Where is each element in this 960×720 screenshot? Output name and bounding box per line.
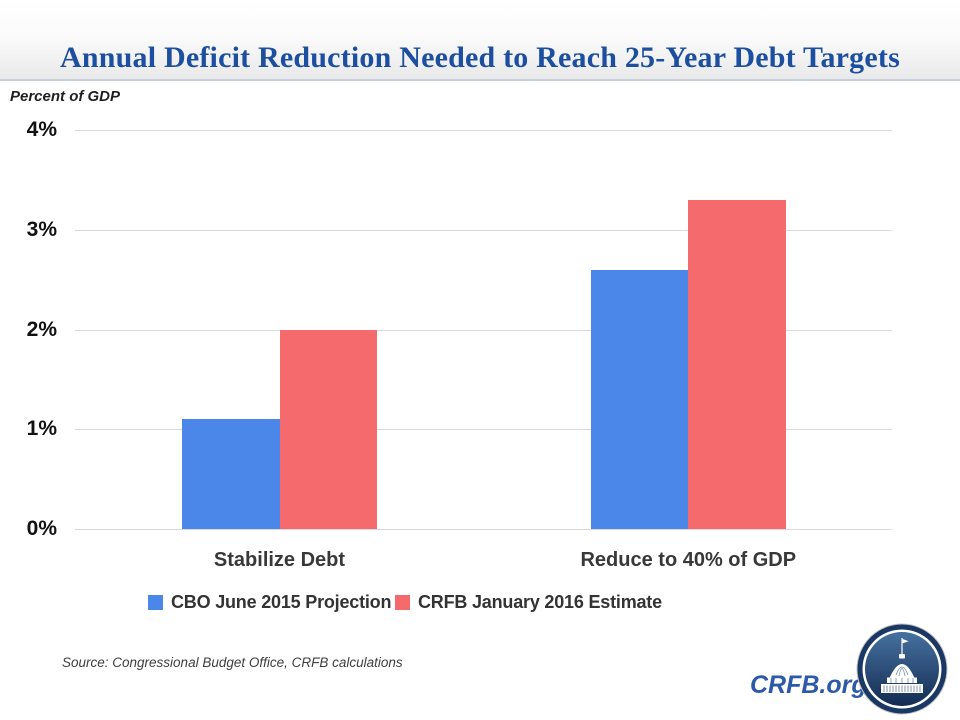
gridline bbox=[75, 529, 892, 530]
y-axis-tick-label: 0% bbox=[26, 517, 57, 540]
x-category-label: Stabilize Debt bbox=[213, 549, 346, 571]
y-axis-title: Percent of GDP bbox=[10, 88, 121, 105]
page-title: Annual Deficit Reduction Needed to Reach… bbox=[60, 41, 900, 74]
legend-item: CRFB January 2016 Estimate bbox=[395, 592, 662, 613]
y-axis-tick-label: 2% bbox=[26, 317, 57, 341]
legend-label: CBO June 2015 Projection bbox=[171, 592, 392, 612]
capitol-building-icon bbox=[856, 623, 948, 715]
bar-crfb-1 bbox=[279, 329, 377, 529]
bar-cbo-2 bbox=[590, 269, 689, 529]
y-axis-tick-label: 3% bbox=[26, 217, 57, 241]
legend-item: CBO June 2015 Projection bbox=[148, 592, 391, 613]
y-axis-tick-label: 1% bbox=[26, 417, 57, 441]
gridline bbox=[75, 329, 892, 331]
x-category-label: Reduce to 40% of GDP bbox=[580, 549, 797, 571]
gridline bbox=[75, 229, 892, 231]
bar-cbo-1 bbox=[182, 419, 280, 529]
title-band bbox=[0, 0, 960, 81]
crfb-org-link[interactable]: CRFB.org bbox=[750, 671, 867, 699]
gridline bbox=[75, 429, 892, 431]
legend-swatch-icon bbox=[148, 595, 163, 610]
y-axis-tick-label: 4% bbox=[26, 118, 57, 141]
source-note: Source: Congressional Budget Office, CRF… bbox=[62, 655, 403, 670]
bar-crfb-2 bbox=[688, 199, 786, 529]
gridline bbox=[75, 130, 892, 131]
legend-swatch-icon bbox=[395, 595, 410, 610]
legend-label: CRFB January 2016 Estimate bbox=[418, 592, 662, 612]
